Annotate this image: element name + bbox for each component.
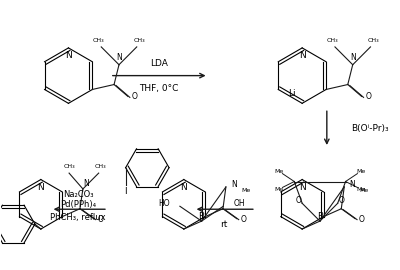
Text: N: N xyxy=(299,183,306,192)
Text: N: N xyxy=(65,51,72,60)
Text: N: N xyxy=(116,53,122,62)
Text: Me: Me xyxy=(274,169,283,174)
Text: B(Oⁱ-Pr)₃: B(Oⁱ-Pr)₃ xyxy=(352,124,389,133)
Text: CH₃: CH₃ xyxy=(95,164,106,169)
Text: Me: Me xyxy=(357,169,366,174)
Text: O: O xyxy=(295,196,301,205)
Text: Me: Me xyxy=(241,188,250,193)
Text: N: N xyxy=(350,53,356,62)
Text: N: N xyxy=(299,51,306,60)
Text: Li: Li xyxy=(288,89,296,98)
Text: OH: OH xyxy=(233,199,245,208)
Text: N: N xyxy=(349,180,355,190)
Text: B: B xyxy=(198,212,205,221)
Text: O: O xyxy=(359,215,365,224)
Text: Me: Me xyxy=(357,187,366,192)
Text: O: O xyxy=(132,92,138,101)
Text: CH₃: CH₃ xyxy=(368,39,379,43)
Text: rt: rt xyxy=(220,220,228,229)
Text: O: O xyxy=(366,92,372,101)
Text: N: N xyxy=(83,180,89,188)
Text: O: O xyxy=(241,215,246,224)
Text: Me: Me xyxy=(274,187,283,192)
Text: N: N xyxy=(231,180,237,190)
Text: I: I xyxy=(124,187,127,196)
Text: N: N xyxy=(38,183,44,192)
Text: B: B xyxy=(317,212,323,221)
Text: CH₃: CH₃ xyxy=(63,164,75,169)
Text: O: O xyxy=(339,196,344,205)
Text: Na₂CO₃: Na₂CO₃ xyxy=(63,190,94,199)
Text: PhCH₃, reflux: PhCH₃, reflux xyxy=(50,213,106,222)
Text: HO: HO xyxy=(158,199,170,208)
Text: LDA: LDA xyxy=(150,59,168,68)
Text: CH₃: CH₃ xyxy=(92,39,104,43)
Text: THF, 0°C: THF, 0°C xyxy=(140,84,179,93)
Text: O: O xyxy=(98,215,104,224)
Text: Me: Me xyxy=(359,188,368,193)
Text: CH₃: CH₃ xyxy=(326,39,338,43)
Text: N: N xyxy=(180,183,187,192)
Text: Pd(PPh)₄: Pd(PPh)₄ xyxy=(60,200,96,209)
Text: CH₃: CH₃ xyxy=(134,39,146,43)
